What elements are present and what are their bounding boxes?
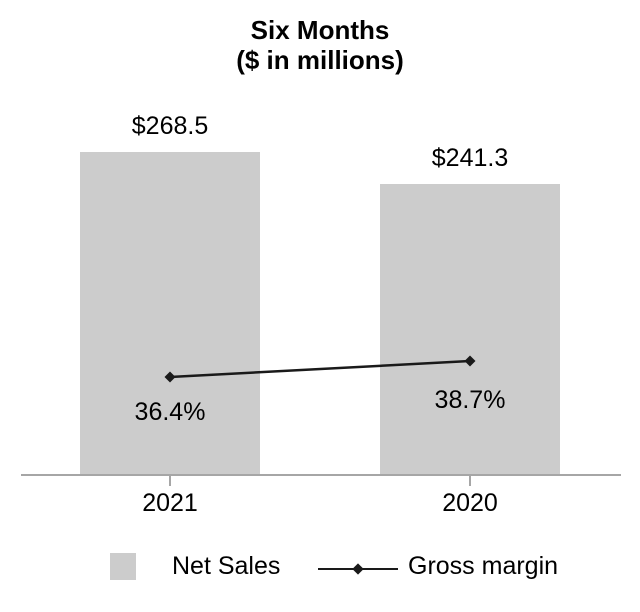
- legend-label-gross-margin: Gross margin: [408, 552, 559, 580]
- x-axis-line: [21, 474, 621, 476]
- bar-net-sales-2020: [380, 184, 560, 474]
- x-axis-label-2021: 2021: [142, 489, 198, 517]
- legend-label-net-sales: Net Sales: [172, 552, 281, 580]
- chart-title: Six Months: [250, 15, 390, 45]
- diamond-icon: [352, 563, 364, 575]
- chart-title-block: Six Months ($ in millions): [0, 15, 640, 75]
- x-axis-tick-2021: [169, 476, 171, 486]
- bar-net-sales-2021: [80, 152, 260, 474]
- bar-value-label-2020: $241.3: [431, 144, 509, 172]
- gross-margin-label-2021: 36.4%: [134, 398, 206, 426]
- net-sales-swatch-icon: [110, 553, 136, 580]
- gross-margin-label-2020: 38.7%: [434, 386, 506, 414]
- chart-subtitle: ($ in millions): [236, 45, 404, 75]
- x-axis-label-2020: 2020: [442, 489, 498, 517]
- x-axis-tick-2020: [469, 476, 471, 486]
- bar-value-label-2021: $268.5: [131, 112, 209, 140]
